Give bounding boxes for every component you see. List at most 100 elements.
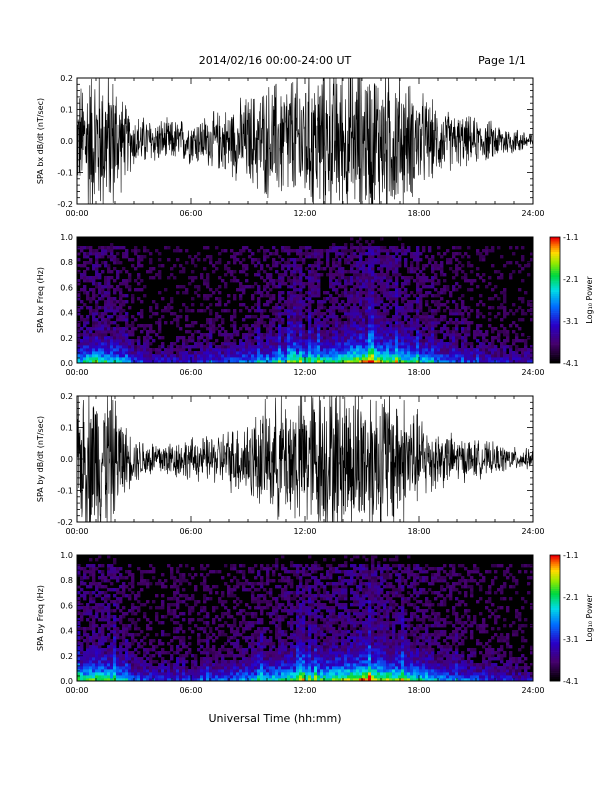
- heatmap-cell: [104, 294, 108, 298]
- heatmap-cell: [389, 264, 393, 268]
- heatmap-cell: [293, 258, 297, 262]
- heatmap-cell: [389, 258, 393, 262]
- heatmap-cell: [206, 654, 210, 658]
- heatmap-cell: [98, 570, 102, 574]
- heatmap-cell: [434, 276, 438, 280]
- heatmap-cell: [341, 255, 345, 259]
- heatmap-cell: [80, 333, 84, 337]
- heatmap-cell: [374, 330, 378, 334]
- heatmap-cell: [194, 585, 198, 589]
- heatmap-cell: [461, 270, 465, 274]
- heatmap-cell: [365, 303, 369, 307]
- heatmap-cell: [377, 288, 381, 292]
- heatmap-cell: [389, 246, 393, 250]
- heatmap-cell: [164, 360, 168, 363]
- heatmap-cell: [305, 297, 309, 301]
- heatmap-cell: [494, 345, 498, 349]
- heatmap-cell: [314, 339, 318, 343]
- heatmap-cell: [182, 618, 186, 622]
- heatmap-cell: [269, 273, 273, 277]
- heatmap-cell: [332, 300, 336, 304]
- heatmap-cell: [203, 339, 207, 343]
- heatmap-cell: [248, 255, 252, 259]
- heatmap-cell: [203, 576, 207, 580]
- heatmap-cell: [203, 672, 207, 676]
- heatmap-cell: [200, 675, 204, 679]
- heatmap-cell: [362, 291, 366, 295]
- heatmap-cell: [110, 357, 114, 361]
- heatmap-cell: [494, 354, 498, 358]
- heatmap-cell: [137, 660, 141, 664]
- heatmap-cell: [113, 351, 117, 355]
- heatmap-cell: [173, 360, 177, 363]
- heatmap-cell: [332, 345, 336, 349]
- heatmap-cell: [173, 621, 177, 625]
- heatmap-cell: [98, 312, 102, 316]
- heatmap-cell: [326, 357, 330, 361]
- heatmap-cell: [416, 330, 420, 334]
- heatmap-cell: [254, 264, 258, 268]
- heatmap-cell: [95, 276, 99, 280]
- heatmap-cell: [476, 309, 480, 313]
- heatmap-cell: [161, 615, 165, 619]
- heatmap-cell: [314, 294, 318, 298]
- heatmap-cell: [227, 309, 231, 313]
- heatmap-cell: [119, 351, 123, 355]
- heatmap-cell: [140, 645, 144, 649]
- heatmap-cell: [185, 651, 189, 655]
- heatmap-cell: [263, 270, 267, 274]
- heatmap-cell: [296, 252, 300, 256]
- heatmap-cell: [215, 666, 219, 670]
- heatmap-cell: [293, 249, 297, 253]
- heatmap-cell: [287, 336, 291, 340]
- heatmap-cell: [386, 294, 390, 298]
- heatmap-cell: [149, 669, 153, 673]
- heatmap-cell: [473, 279, 477, 283]
- heatmap-cell: [194, 321, 198, 325]
- heatmap-cell: [209, 309, 213, 313]
- heatmap-cell: [101, 312, 105, 316]
- heatmap-cell: [374, 318, 378, 322]
- heatmap-cell: [401, 285, 405, 289]
- heatmap-cell: [89, 624, 93, 628]
- heatmap-cell: [431, 315, 435, 319]
- heatmap-cell: [98, 576, 102, 580]
- heatmap-cell: [182, 663, 186, 667]
- heatmap-cell: [122, 612, 126, 616]
- heatmap-cell: [104, 276, 108, 280]
- heatmap-cell: [524, 357, 528, 361]
- heatmap-cell: [125, 633, 129, 637]
- heatmap-cell: [89, 582, 93, 586]
- heatmap-cell: [149, 660, 153, 664]
- heatmap-cell: [392, 258, 396, 262]
- heatmap-cell: [122, 672, 126, 676]
- heatmap-cell: [455, 351, 459, 355]
- heatmap-cell: [245, 348, 249, 352]
- heatmap-cell: [242, 345, 246, 349]
- heatmap-cell: [371, 351, 375, 355]
- heatmap-cell: [206, 672, 210, 676]
- heatmap-cell: [374, 354, 378, 358]
- heatmap-cell: [107, 330, 111, 334]
- heatmap-cell: [125, 672, 129, 676]
- heatmap-cell: [254, 303, 258, 307]
- heatmap-cell: [521, 309, 525, 313]
- heatmap-cell: [314, 270, 318, 274]
- heatmap-cell: [113, 297, 117, 301]
- heatmap-cell: [353, 261, 357, 265]
- heatmap-cell: [155, 354, 159, 358]
- heatmap-cell: [191, 654, 195, 658]
- heatmap-cell: [332, 357, 336, 361]
- heatmap-cell: [143, 675, 147, 679]
- heatmap-cell: [329, 267, 333, 271]
- heatmap-cell: [344, 306, 348, 310]
- heatmap-cell: [203, 669, 207, 673]
- heatmap-cell: [95, 333, 99, 337]
- heatmap-cell: [125, 330, 129, 334]
- heatmap-cell: [344, 339, 348, 343]
- heatmap-cell: [308, 342, 312, 346]
- heatmap-cell: [299, 318, 303, 322]
- colorbar-tick-label: -2.1: [563, 275, 579, 284]
- heatmap-cell: [266, 351, 270, 355]
- heatmap-cell: [416, 255, 420, 259]
